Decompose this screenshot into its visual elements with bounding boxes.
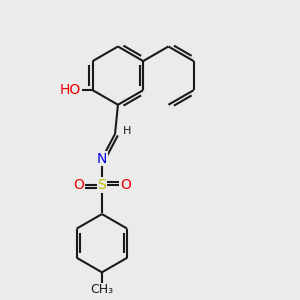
Text: O: O: [73, 178, 84, 192]
Text: O: O: [120, 178, 131, 192]
Text: N: N: [97, 152, 107, 166]
Text: S: S: [98, 178, 106, 192]
Text: HO: HO: [60, 83, 81, 97]
Text: H: H: [123, 126, 131, 136]
Text: CH₃: CH₃: [90, 283, 113, 296]
